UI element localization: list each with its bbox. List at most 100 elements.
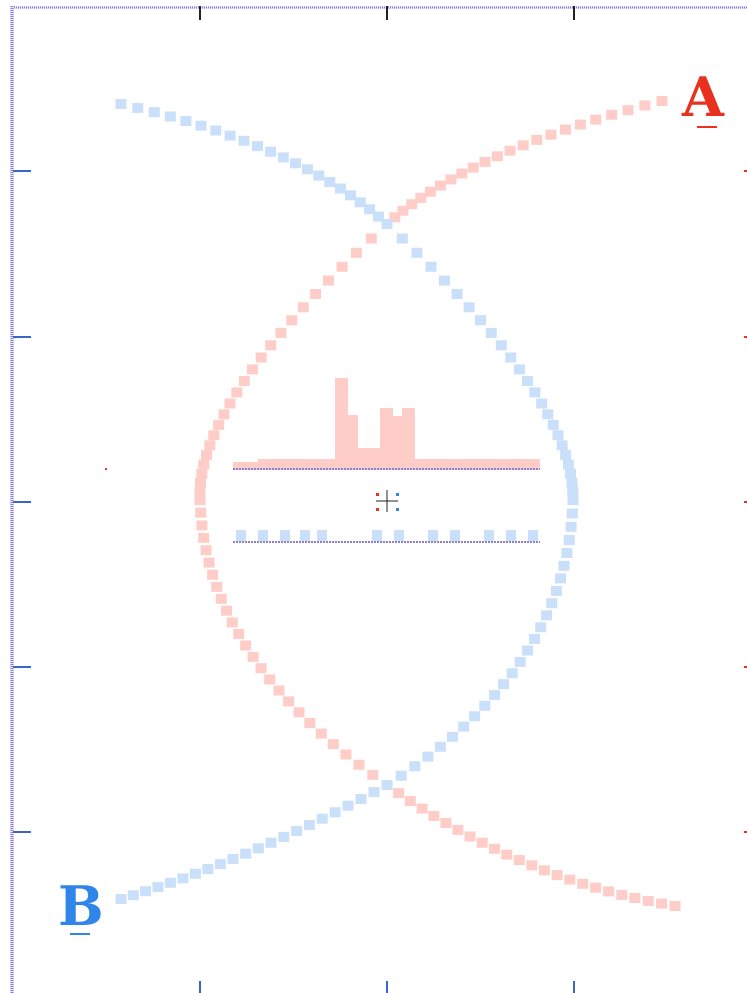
stray-dot [105, 468, 107, 470]
curve-dot [213, 419, 225, 430]
ruler-tick [13, 831, 31, 833]
histogram-shape[interactable] [233, 378, 540, 470]
curve-dot [529, 387, 541, 398]
curve-dot [224, 130, 236, 141]
lower-horizontal-line[interactable] [233, 530, 540, 543]
curve-dot [283, 696, 295, 707]
curve-dot [195, 477, 206, 488]
curve-dot [566, 508, 578, 519]
curve-dot [367, 769, 379, 780]
curve-dot [491, 151, 503, 162]
line-dot [258, 530, 268, 541]
curve-dot [246, 364, 258, 375]
ruler-left-ticks [13, 170, 31, 833]
ruler-top [10, 6, 747, 9]
line-dot [484, 530, 494, 541]
curve-dot [233, 629, 245, 639]
curve-dot [211, 581, 223, 592]
curve-dot [404, 796, 416, 806]
curve-dot [501, 849, 513, 860]
line-dot [280, 530, 290, 541]
curve-dot [345, 190, 356, 201]
curve-dot [558, 560, 570, 571]
curve-dot [642, 896, 654, 906]
ruler-right-ticks [744, 170, 747, 833]
curve-dot [446, 731, 458, 742]
curve-dot [324, 177, 336, 187]
curve-dot [238, 135, 250, 146]
crosshair-icon[interactable] [376, 490, 399, 512]
curve-dot [202, 864, 214, 874]
curve-dot [456, 168, 468, 179]
curve-dot [526, 860, 538, 871]
curve-dot [203, 557, 215, 568]
label-a-underline [697, 126, 717, 128]
curve-dot [180, 116, 192, 126]
curve-dot [562, 459, 574, 470]
curve-dot [255, 352, 267, 363]
curve-dot [565, 521, 577, 532]
curve-dot [115, 894, 127, 904]
curve-dot [353, 759, 365, 770]
curve-dot [365, 233, 377, 244]
curve-dot [336, 261, 348, 272]
line-dot [317, 530, 327, 541]
curve-dot [424, 186, 436, 197]
curve-dot [208, 430, 220, 441]
curve-dot [656, 96, 668, 106]
curve-dot [415, 192, 427, 203]
curve-dot [329, 807, 341, 818]
curve-dot [195, 507, 207, 518]
curve-dot [214, 859, 226, 870]
curve-a-dotted-path[interactable] [194, 96, 681, 911]
curve-dot [226, 617, 238, 628]
curve-dot [240, 848, 252, 859]
curve-dot [201, 450, 212, 460]
curve-dot [504, 145, 516, 156]
curve-dot [195, 120, 207, 131]
curve-dot [464, 831, 476, 842]
ruler-tick [386, 6, 388, 20]
curve-dot [277, 152, 289, 163]
curve-dot [506, 668, 518, 679]
ruler-tick [744, 170, 747, 172]
curve-dot [452, 824, 464, 835]
curve-dot [255, 663, 267, 674]
curve-dot [273, 685, 285, 696]
curve-dot [196, 520, 208, 531]
curve-dot [224, 398, 236, 409]
curve-dot [476, 837, 488, 848]
curve-dot [265, 146, 277, 157]
curve-dot [364, 204, 376, 215]
line-dot [506, 530, 516, 541]
curve-dot [252, 843, 264, 854]
curve-dot [198, 532, 210, 543]
label-a[interactable]: A [682, 65, 724, 129]
ruler-left [10, 6, 14, 993]
curve-dot [264, 674, 276, 685]
curve-dot [218, 409, 230, 420]
curve-dot [350, 247, 362, 258]
curve-dot [409, 761, 421, 772]
ruler-tick [744, 831, 747, 833]
label-b[interactable]: B [58, 874, 104, 938]
curve-dot [115, 99, 127, 109]
curve-dot [616, 889, 628, 900]
curve-b-dotted-path[interactable] [115, 99, 579, 904]
curve-dot [303, 819, 315, 830]
curve-dot [231, 387, 243, 398]
line-dot [372, 530, 382, 541]
curve-dot [275, 327, 287, 338]
curve-dot [177, 873, 189, 884]
curve-dot [340, 749, 352, 760]
curve-dot [517, 140, 529, 151]
curve-dot [127, 890, 139, 901]
curve-dot [315, 728, 327, 739]
ruler-tick [744, 336, 747, 338]
curve-dot [221, 605, 232, 616]
curve-dot [629, 893, 641, 903]
ruler-tick [13, 501, 31, 503]
curve-dot [301, 164, 313, 175]
